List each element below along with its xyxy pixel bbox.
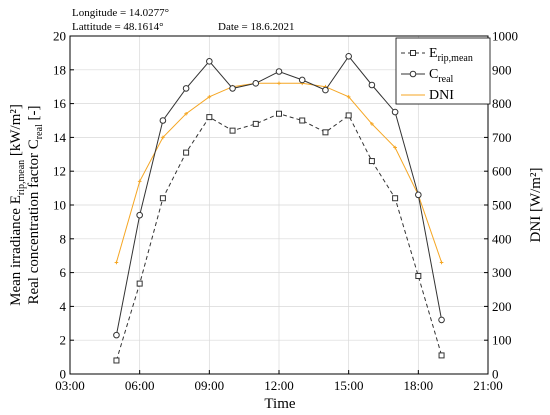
series-1-point-12 bbox=[391, 108, 399, 116]
series-1-point-6 bbox=[252, 80, 260, 87]
y-left-tick-label-5: 10 bbox=[53, 198, 66, 213]
series-2-point-14 bbox=[439, 260, 444, 265]
y-left-tick-label-6: 12 bbox=[53, 164, 66, 179]
series-1-point-10 bbox=[345, 52, 352, 60]
series-2-point-11 bbox=[370, 122, 374, 126]
y-right-tick-label-1: 100 bbox=[492, 333, 512, 348]
y-left-title-line2-main: Real concentration factor C bbox=[26, 139, 42, 304]
date-label: Date = 18.6.2021 bbox=[218, 21, 294, 33]
legend: Erip,mean Creal DNI bbox=[395, 37, 491, 105]
series-0-point-11 bbox=[368, 158, 375, 165]
series-0-point-8 bbox=[299, 117, 306, 124]
x-axis-title: Time bbox=[264, 396, 295, 412]
series-1-point-14 bbox=[438, 316, 445, 324]
series-0-point-12 bbox=[392, 195, 399, 202]
series-1-point-7 bbox=[275, 68, 283, 75]
longitude-label: Longitude = 14.0277° bbox=[72, 7, 169, 19]
series-1-point-5 bbox=[229, 85, 236, 92]
y-right-tick-label-0: 0 bbox=[492, 367, 499, 382]
series-0-point-1 bbox=[136, 280, 143, 287]
series-0-point-6 bbox=[252, 120, 259, 127]
y-right-tick-label-7: 700 bbox=[492, 130, 512, 145]
y-left-title-line1-main: Mean irradiance E bbox=[8, 195, 24, 306]
x-tick-label-2: 09:00 bbox=[195, 378, 225, 393]
y-right-title: DNI [W/m²] bbox=[528, 168, 544, 243]
series-1-point-3 bbox=[182, 85, 190, 92]
axes: 03:00 06:00 09:00 12:00 15:00 18:00 21:0002468… bbox=[53, 29, 518, 394]
series-2-point-3 bbox=[184, 111, 188, 116]
y-right-tick-label-8: 800 bbox=[492, 96, 512, 111]
series-2-point-12 bbox=[393, 145, 397, 150]
y-left-title-line2-unit: [-] bbox=[26, 105, 42, 124]
series-1-point-13 bbox=[415, 191, 422, 199]
latitude-label: Lattitude = 48.1614° bbox=[72, 21, 164, 33]
y-left-title-line1: Mean irradiance Erip,mean [kW/m²] bbox=[8, 104, 27, 306]
series-1-point-4 bbox=[206, 58, 213, 65]
series-2-point-1 bbox=[137, 179, 142, 184]
x-tick-label-5: 18:00 bbox=[404, 378, 434, 393]
series-2-point-7 bbox=[277, 81, 281, 86]
y-right-tick-label-10: 1000 bbox=[492, 29, 518, 44]
legend-label-0: Erip,mean bbox=[429, 46, 473, 64]
legend-label-0-sub: rip,mean bbox=[438, 53, 473, 64]
series-0-point-9 bbox=[322, 129, 329, 136]
y-left-tick-label-9: 18 bbox=[53, 62, 66, 77]
series-2-point-0 bbox=[114, 260, 119, 265]
series-0-point-2 bbox=[159, 195, 166, 202]
y-left-title-line2: Real concentration factor Creal [-] bbox=[26, 105, 45, 304]
legend-label-1: Creal bbox=[429, 67, 454, 85]
series-2-point-2 bbox=[161, 135, 165, 140]
series-1-point-11 bbox=[368, 81, 376, 89]
series-1-point-2 bbox=[159, 117, 167, 124]
series-1-point-8 bbox=[298, 76, 306, 84]
y-left-tick-label-2: 4 bbox=[60, 299, 67, 314]
y-left-tick-label-0: 0 bbox=[60, 367, 67, 382]
legend-label-2: DNI bbox=[429, 88, 454, 103]
y-left-title-line2-sub: real bbox=[34, 124, 45, 139]
legend-marker-circle bbox=[409, 70, 417, 78]
series-0-point-14 bbox=[438, 352, 445, 359]
series-2-point-10 bbox=[346, 95, 351, 99]
series-0-point-3 bbox=[183, 149, 190, 156]
y-left-title-line1-unit: [kW/m²] bbox=[8, 104, 24, 160]
series-0-point-0 bbox=[113, 357, 120, 364]
series-0-point-4 bbox=[206, 114, 213, 121]
series-0-point-5 bbox=[229, 127, 236, 134]
series-0-point-10 bbox=[345, 112, 352, 119]
y-left-tick-label-1: 2 bbox=[60, 333, 67, 348]
x-tick-label-0: 03:00 bbox=[55, 378, 85, 393]
y-left-title-line1-sub: rip,mean bbox=[16, 160, 27, 195]
y-left-tick-label-10: 20 bbox=[53, 29, 66, 44]
series-2-point-4 bbox=[207, 95, 212, 99]
x-tick-label-6: 21:00 bbox=[473, 378, 503, 393]
legend-label-0-main: E bbox=[429, 46, 438, 61]
x-tick-label-1: 06:00 bbox=[125, 378, 155, 393]
y-left-tick-label-8: 16 bbox=[53, 96, 67, 111]
y-left-tick-label-7: 14 bbox=[53, 130, 67, 145]
series-0-point-13 bbox=[415, 272, 422, 279]
series-1-point-0 bbox=[113, 331, 120, 339]
legend-marker-square bbox=[410, 50, 416, 56]
y-right-tick-label-2: 200 bbox=[492, 299, 512, 314]
series-layer bbox=[113, 52, 445, 364]
y-right-tick-label-9: 900 bbox=[492, 62, 512, 77]
x-tick-label-3: 12:00 bbox=[264, 378, 294, 393]
legend-label-1-main: C bbox=[429, 67, 438, 82]
y-right-tick-label-6: 600 bbox=[492, 164, 512, 179]
series-0-point-7 bbox=[276, 110, 282, 117]
x-tick-label-4: 15:00 bbox=[334, 378, 364, 393]
series-1-point-1 bbox=[136, 211, 143, 219]
legend-label-1-sub: real bbox=[438, 74, 453, 85]
y-right-tick-label-5: 500 bbox=[492, 198, 512, 213]
y-left-tick-label-3: 6 bbox=[60, 265, 67, 280]
y-right-tick-label-4: 400 bbox=[492, 231, 512, 246]
y-left-tick-label-4: 8 bbox=[60, 231, 67, 246]
y-right-tick-label-3: 300 bbox=[492, 265, 512, 280]
series-1-point-9 bbox=[322, 86, 329, 94]
